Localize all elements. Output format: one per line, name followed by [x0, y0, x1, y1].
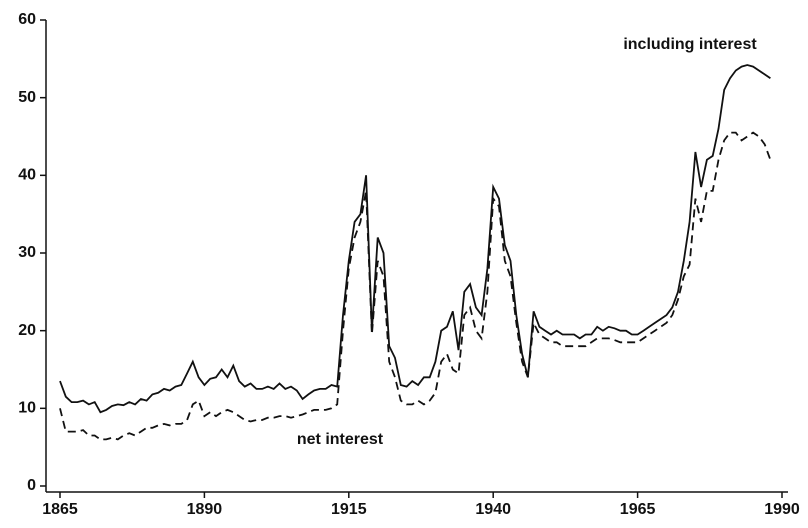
series-label: net interest — [297, 431, 384, 448]
y-tick-label: 10 — [18, 400, 36, 417]
y-tick-label: 0 — [27, 477, 36, 494]
y-tick-label: 50 — [18, 89, 36, 106]
line-series — [59, 131, 772, 441]
x-tick-label: 1915 — [331, 501, 367, 518]
x-tick-label: 1965 — [620, 501, 656, 518]
x-tick-label: 1940 — [475, 501, 511, 518]
x-tick-label: 1865 — [42, 501, 78, 518]
series-label: including interest — [623, 36, 757, 53]
x-tick-label: 1890 — [187, 501, 223, 518]
y-tick-label: 40 — [18, 167, 36, 184]
y-tick-label: 60 — [18, 11, 36, 28]
line-series — [59, 64, 771, 414]
y-tick-label: 20 — [18, 322, 36, 339]
x-tick-label: 1990 — [764, 501, 800, 518]
y-tick-label: 30 — [18, 244, 36, 261]
